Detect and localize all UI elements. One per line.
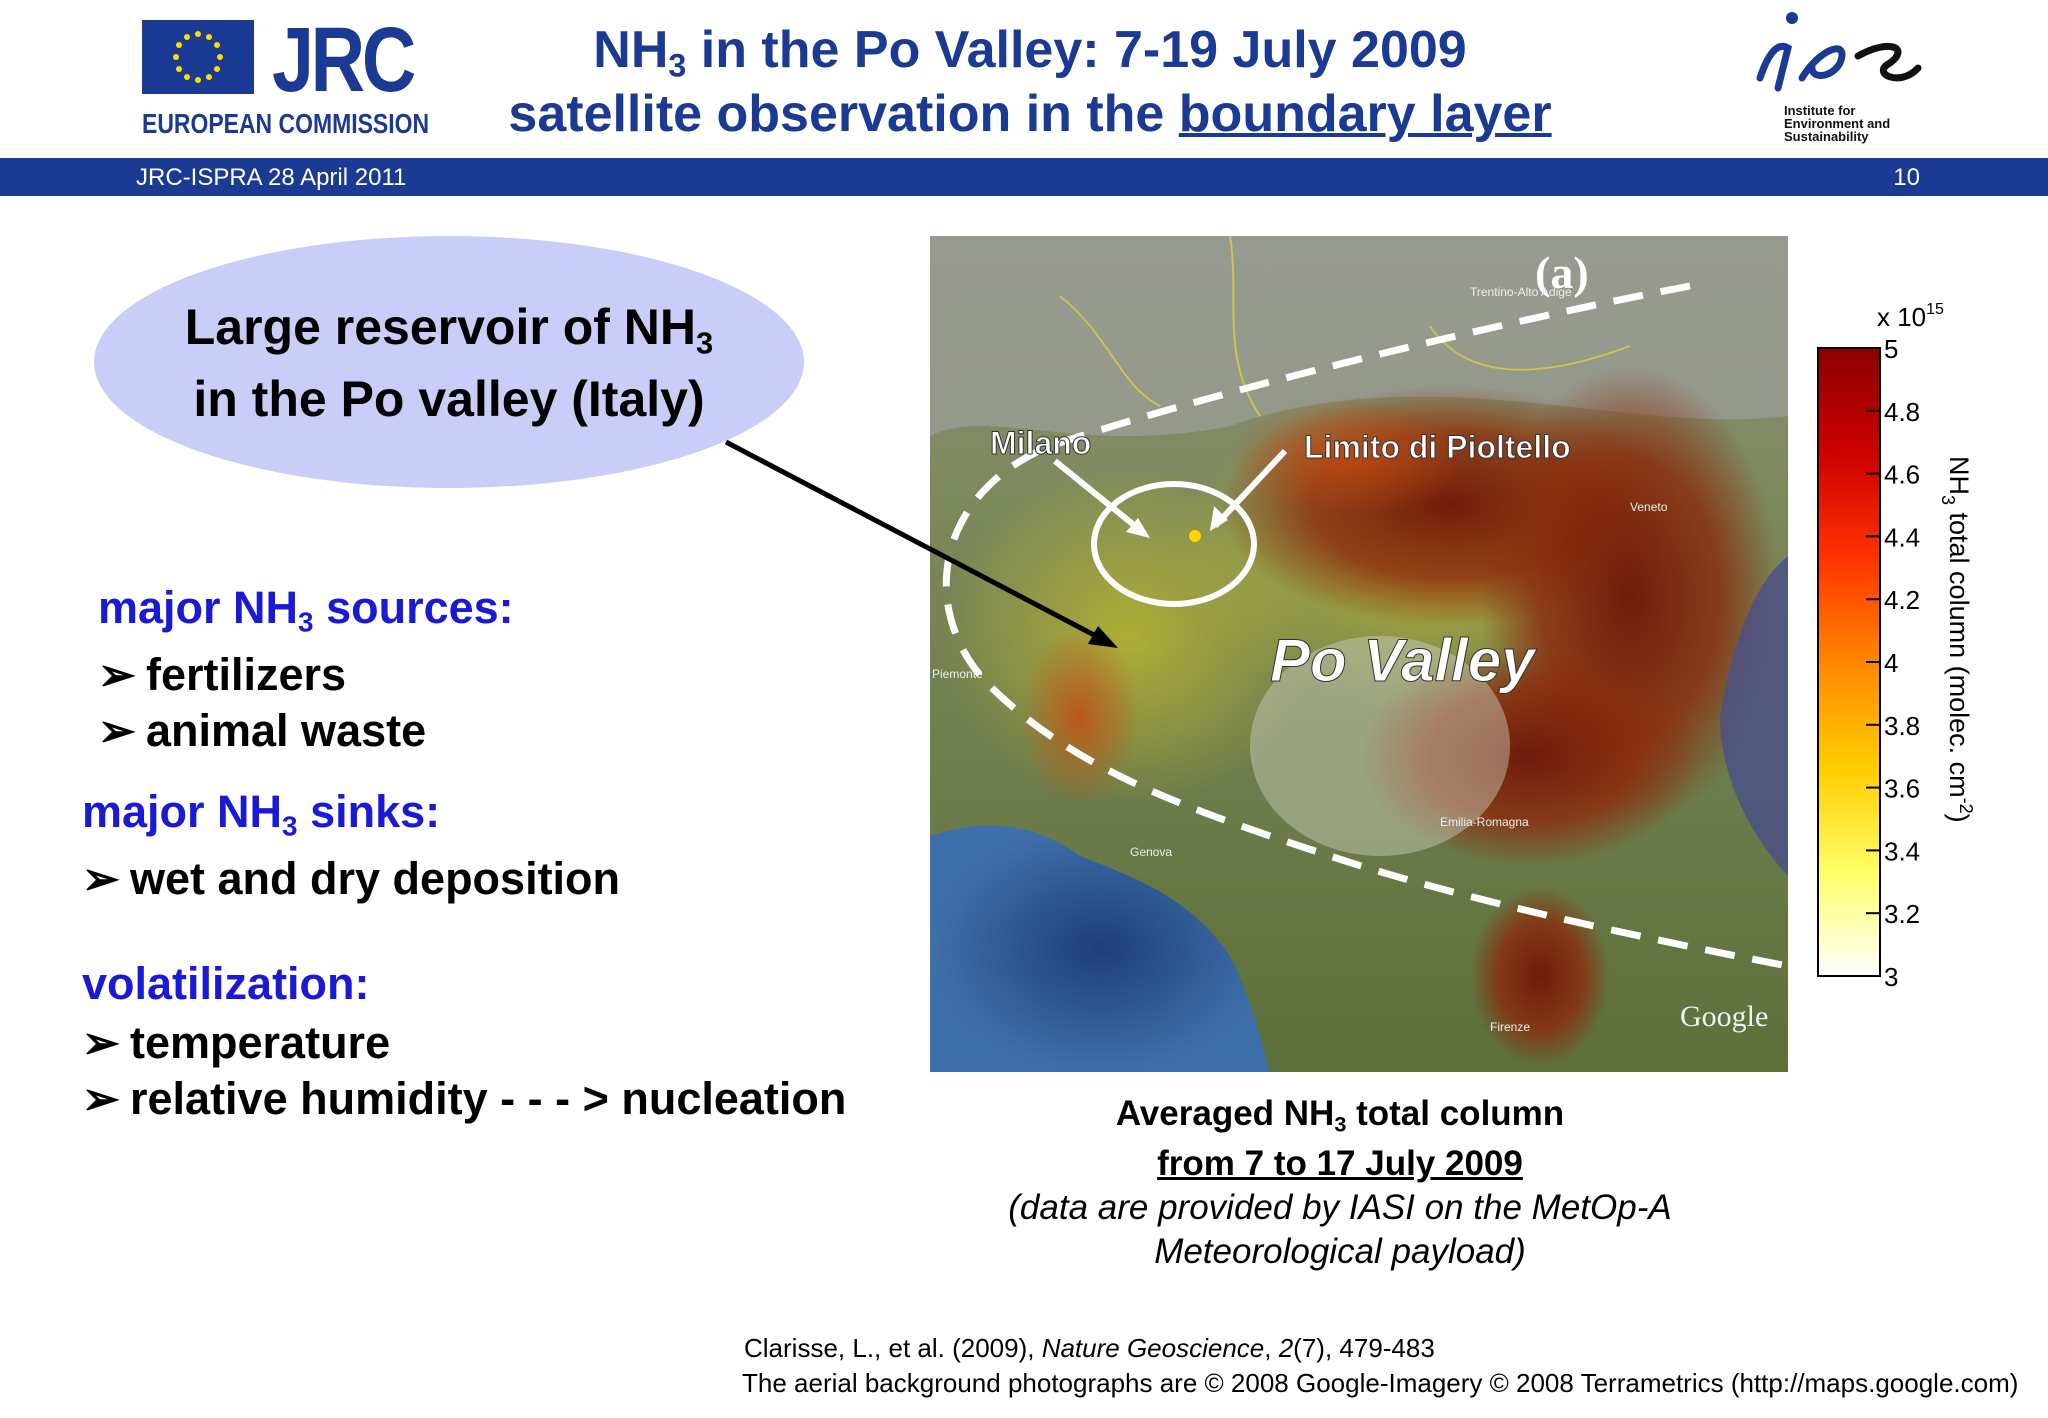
volatilization-heading: volatilization: [82, 958, 370, 1009]
bullet-arrow-icon: ➢ [98, 649, 136, 700]
limito-marker [1189, 530, 1201, 542]
google-watermark: Google [1680, 1000, 1768, 1033]
event-date-label: JRC-ISPRA 28 April 2011 [136, 164, 407, 191]
label-trentino: Trentino-Alto Adige [1470, 285, 1572, 299]
colorbar-tick-label: 4.2 [1884, 585, 1920, 615]
bullet-arrow-icon: ➢ [82, 853, 120, 904]
colorbar-label: NH3 total column (molec. cm-2) [1938, 456, 1976, 823]
jrc-logo-text: JRC [272, 9, 416, 111]
arrow-milano [1053, 458, 1147, 537]
label-po-valley: Po Valley [1270, 627, 1537, 694]
callout-ellipse [94, 236, 804, 488]
slide-title-line1: NH3 in the Po Valley: 7-19 July 2009 [593, 21, 1467, 84]
nh3-satellite-map: (a) Milano Limito di Pioltello Po Valley… [930, 236, 1788, 1072]
low-value-region [1250, 636, 1510, 856]
colorbar-tick-label: 3.2 [1884, 899, 1920, 929]
ies-logo-text: Institute for Environment and Sustainabili… [1784, 103, 1891, 144]
colorbar-tick-label: 4 [1884, 648, 1898, 678]
european-commission-text: EUROPEAN COMMISSION [142, 108, 430, 139]
label-milano: Milano [990, 425, 1091, 461]
colorbar-tick-label: 3 [1884, 962, 1898, 992]
colorbar-ticks: 5 4.8 4.6 4.4 4.2 4 3.8 3.6 3.4 3.2 3 [1866, 334, 1920, 992]
label-veneto: Veneto [1630, 500, 1668, 514]
connector-line [724, 439, 1098, 639]
arrow-limito-head [1210, 506, 1228, 531]
milan-highlight-circle [1091, 481, 1257, 607]
colorbar-tick-label: 3.8 [1884, 711, 1920, 741]
nh3-warm-center [1230, 396, 1470, 516]
colorbar-tick-label: 4.4 [1884, 522, 1920, 552]
nh3-hotspot-far-south [1470, 886, 1610, 1066]
caption-line4: Meteorological payload) [1154, 1232, 1526, 1271]
reference-citation: Clarisse, L., et al. (2009), Nature Geos… [744, 1333, 1435, 1363]
caption-line3: (data are provided by IASI on the MetOp-… [1008, 1188, 1672, 1227]
caption-line2: from 7 to 17 July 2009 [1157, 1144, 1523, 1183]
sources-heading: major NH3 sources: [98, 582, 514, 638]
label-limito: Limito di Pioltello [1304, 429, 1571, 465]
bullet-arrow-icon: ➢ [98, 705, 136, 756]
list-item: ➢ fertilizers [98, 649, 347, 700]
ligurian-sea [930, 825, 1270, 1072]
colorbar-tick-label: 5 [1884, 334, 1898, 364]
colorbar: x 1015 5 4.8 4.6 4.4 4.2 4 3.8 3.6 3.4 3.2 3 NH3 t… [1817, 301, 1976, 992]
image-credit: The aerial background photographs are © … [742, 1368, 2019, 1398]
list-item: ➢ wet and dry deposition [82, 853, 621, 904]
arrow-limito [1212, 448, 1288, 529]
colorbar-multiplier: x 1015 [1877, 301, 1944, 332]
colorbar-tick-label: 4.8 [1884, 397, 1920, 427]
eu-flag-logo [142, 20, 254, 94]
header-band [0, 158, 2048, 196]
label-piemonte: Piemonte [932, 667, 983, 681]
adriatic-sea [1720, 556, 1788, 876]
connector-arrowhead [1088, 626, 1118, 648]
nh3-hotspot-south [1360, 646, 1700, 866]
sinks-heading: major NH3 sinks: [82, 786, 441, 842]
list-item: ➢ animal waste [98, 705, 427, 756]
label-genova: Genova [1130, 845, 1172, 859]
ies-logo [1740, 8, 1930, 148]
caption-line1: Averaged NH3 total column [1115, 1094, 1565, 1137]
panel-label: (a) [1535, 247, 1589, 298]
label-emilia: Emilia-Romagna [1440, 815, 1529, 829]
colorbar-tick-label: 3.4 [1884, 836, 1920, 866]
callout-line1: Large reservoir of NH3 [184, 299, 714, 361]
colorbar-tick-label: 4.6 [1884, 460, 1920, 490]
bullet-arrow-icon: ➢ [82, 1017, 120, 1068]
callout-line2: in the Po valley (Italy) [193, 371, 705, 427]
bullet-arrow-icon: ➢ [82, 1073, 120, 1124]
arrow-milano-head [1126, 518, 1150, 538]
region-borders [1059, 236, 1631, 417]
label-firenze: Firenze [1490, 1020, 1530, 1034]
ies-script-icon [1756, 12, 1922, 92]
list-item: ➢ relative humidity - - - > nucleation [82, 1073, 847, 1124]
colorbar-tick-label: 3.6 [1884, 774, 1920, 804]
page-number: 10 [1893, 164, 1920, 191]
nh3-warm-west [1020, 626, 1140, 806]
list-item: ➢ temperature [82, 1017, 391, 1068]
eu-stars-icon [173, 31, 223, 83]
slide-title-line2: satellite observation in the boundary la… [508, 85, 1552, 143]
